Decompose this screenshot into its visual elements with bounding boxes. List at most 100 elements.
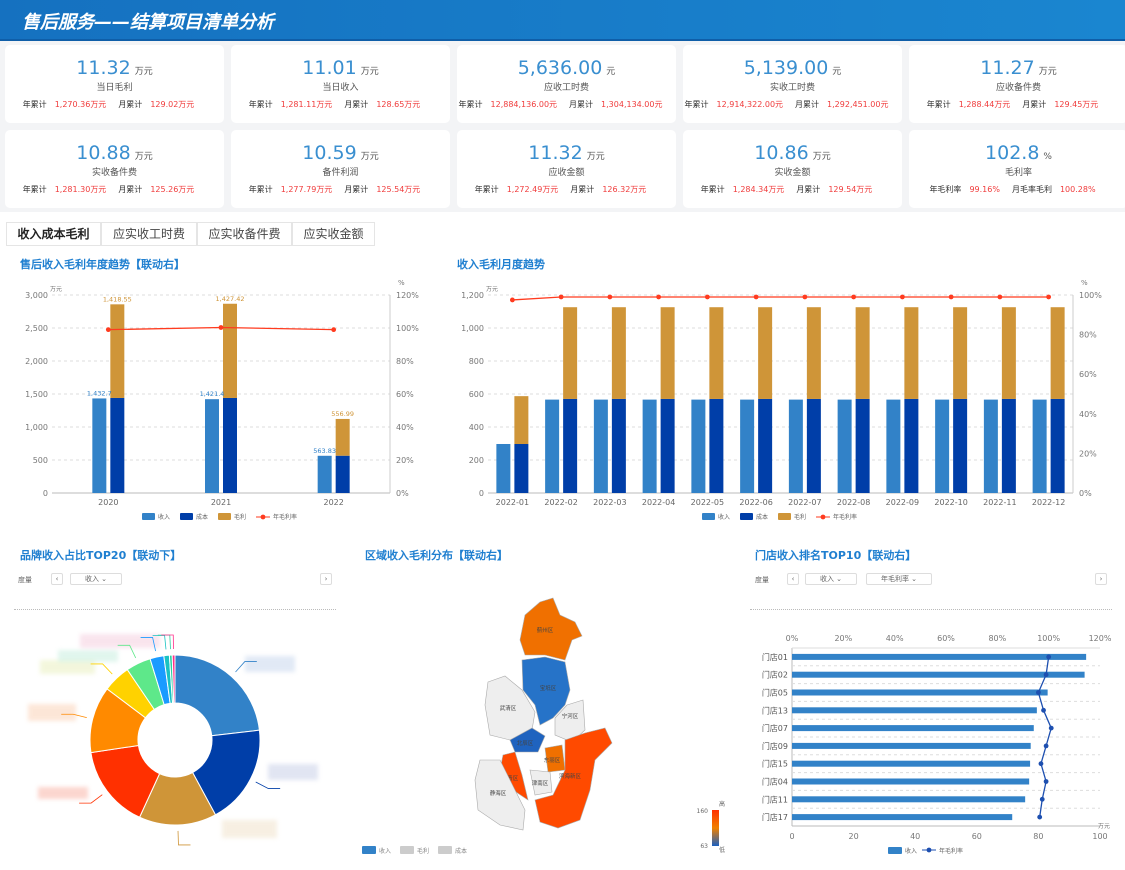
- map-region: [509, 727, 546, 753]
- select-value: 收入: [819, 575, 834, 583]
- map-legend-swatch: [438, 846, 452, 854]
- x-tick-label: 40: [910, 832, 920, 841]
- y-tick-label: 2,500: [25, 324, 48, 333]
- y2-tick-label: 100%: [1079, 291, 1102, 300]
- kpi-card: 5,636.00 元 应收工时费 年累计 12,884,136.00元 月累计 1,30…: [457, 45, 676, 123]
- bar-profit: [1050, 307, 1065, 399]
- data-label-income: 1,432.7: [87, 389, 112, 397]
- kpi-unit: 万元: [586, 152, 605, 162]
- kpi-value: 10.59: [302, 142, 357, 164]
- bar-cost: [904, 398, 919, 493]
- rate-point: [509, 297, 515, 303]
- rate-point: [948, 294, 954, 300]
- next-button[interactable]: ›: [320, 573, 332, 585]
- tab-3[interactable]: 应实收金额: [292, 222, 375, 246]
- kpi-month-label: 月累计: [344, 100, 369, 109]
- legend-swatch: [218, 513, 231, 520]
- kpi-year-label: 年累计: [248, 185, 273, 194]
- y2-unit: %: [398, 279, 405, 287]
- y-tick-label: 门店15: [762, 759, 788, 769]
- pie-slice: [174, 654, 260, 737]
- data-label-profit: 556.99: [331, 410, 354, 418]
- bar-cost: [953, 398, 968, 493]
- tab-2[interactable]: 应实收备件费: [197, 222, 292, 246]
- kpi-value: 10.86: [754, 142, 809, 164]
- map-region-label: 蓟州区: [537, 626, 554, 634]
- pie-label-line: [117, 644, 137, 659]
- bar-income: [983, 399, 998, 493]
- data-label-profit: 1,427.42: [216, 295, 245, 303]
- kpi-year-value: 99.16%: [969, 185, 1000, 194]
- kpi-card: 11.32 万元 当日毛利 年累计 1,270.36万元 月累计 129.02万元: [5, 45, 224, 123]
- bar-income: [92, 398, 107, 493]
- prev-button[interactable]: ‹: [787, 573, 799, 585]
- bar-income: [792, 689, 1048, 696]
- y-tick-label: 400: [469, 423, 484, 432]
- kpi-year-label: 年累计: [926, 100, 951, 109]
- map-region: [521, 656, 571, 726]
- x-unit: 万元: [1098, 823, 1110, 830]
- kpi-label: 应收金额: [548, 168, 585, 178]
- kpi-label: 实收工时费: [769, 83, 815, 93]
- legend-marker: [926, 847, 932, 853]
- kpi-value: 11.32: [76, 57, 131, 79]
- prev-button[interactable]: ‹: [51, 573, 63, 585]
- measure-select-rate[interactable]: 年毛利率 ⌄: [866, 573, 932, 585]
- bar-income: [792, 796, 1026, 803]
- y-tick-label: 门店01: [762, 652, 788, 662]
- y2-tick-label: 100%: [396, 324, 419, 333]
- kpi-card: 5,139.00 元 实收工时费 年累计 12,914,322.00元 月累计 1,29…: [683, 45, 902, 123]
- y2-unit: %: [1081, 279, 1088, 287]
- tab-1[interactable]: 应实收工时费: [101, 222, 197, 246]
- x-tick-label: 2022-03: [593, 498, 626, 507]
- measure-select-income[interactable]: 收入 ⌄: [70, 573, 122, 585]
- tab-0[interactable]: 收入成本毛利: [6, 222, 101, 246]
- legend-swatch: [180, 513, 193, 520]
- x2-tick-label: 20%: [834, 634, 852, 643]
- rate-point: [1038, 761, 1044, 767]
- kpi-value: 11.01: [302, 57, 357, 79]
- kpi-year-value: 1,277.79万元: [280, 185, 333, 194]
- kpi-label: 实收备件费: [91, 168, 137, 178]
- y-tick-label: 800: [469, 357, 484, 366]
- kpi-month-value: 129.45万元: [1054, 100, 1099, 109]
- bar-income: [792, 742, 1031, 749]
- y-tick-label: 1,000: [461, 324, 484, 333]
- map-region: [534, 727, 613, 829]
- x-tick-label: 2022-11: [983, 498, 1016, 507]
- map-region-label: 静海区: [490, 789, 507, 797]
- y-tick-label: 门店13: [762, 705, 788, 715]
- y2-tick-label: 40%: [396, 423, 414, 432]
- bar-profit: [660, 307, 675, 399]
- rate-point: [1046, 294, 1052, 300]
- kpi-year-value: 12,884,136.00元: [490, 100, 558, 109]
- map-region: [519, 597, 583, 661]
- page-title: 售后服务——结算项目清单分析: [22, 12, 274, 33]
- visual-map-low: 低: [719, 846, 725, 854]
- visual-map-bar: [712, 810, 719, 846]
- data-label-income: 1,421.4: [200, 390, 225, 398]
- next-button[interactable]: ›: [1095, 573, 1107, 585]
- bar-income: [205, 399, 219, 493]
- bar-profit: [611, 307, 626, 399]
- x2-tick-label: 40%: [886, 634, 904, 643]
- bar-profit: [514, 396, 529, 444]
- map-region: [554, 699, 586, 743]
- bar-cost: [709, 398, 724, 493]
- rate-point: [899, 294, 905, 300]
- kpi-year-value: 1,281.11万元: [280, 100, 333, 109]
- legend-marker: [820, 514, 826, 520]
- pie-label-blurred: [80, 634, 160, 648]
- legend-swatch: [702, 513, 715, 520]
- y-tick-label: 600: [469, 390, 484, 399]
- rate-point: [704, 294, 710, 300]
- bar-profit: [1001, 307, 1016, 399]
- kpi-year-label: 年累计: [248, 100, 273, 109]
- y-tick-label: 门店09: [762, 741, 788, 751]
- bar-cost: [806, 398, 821, 493]
- bar-income: [935, 399, 950, 493]
- legend-swatch: [778, 513, 791, 520]
- kpi-unit: 万元: [812, 152, 831, 162]
- bar-profit: [709, 307, 724, 399]
- measure-select-income[interactable]: 收入 ⌄: [805, 573, 857, 585]
